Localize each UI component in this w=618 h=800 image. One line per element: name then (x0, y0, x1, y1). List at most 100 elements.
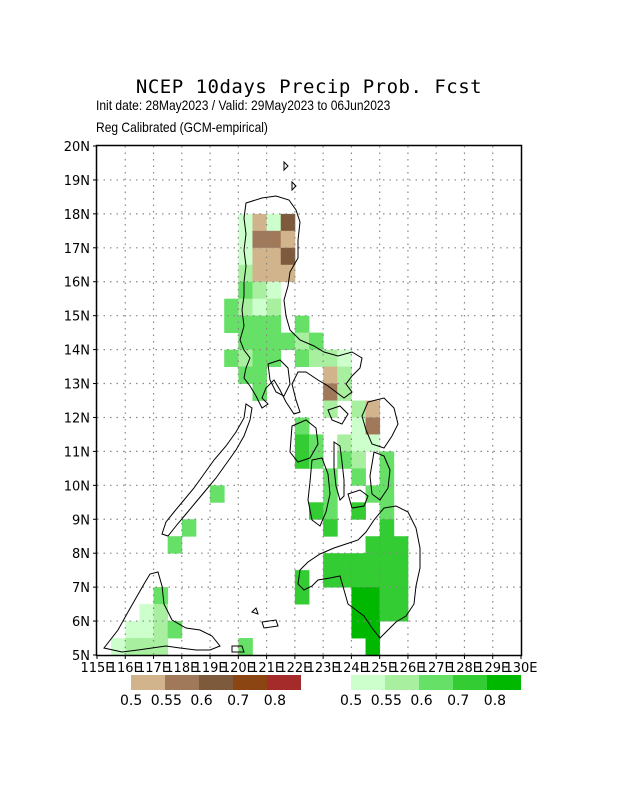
lat-label-10: 10N (64, 479, 90, 494)
lat-label-11: 11N (64, 445, 90, 460)
probability-cell-12 (238, 264, 253, 283)
probability-cell-26 (266, 315, 282, 334)
probability-cell-118 (238, 638, 253, 656)
probability-cell-82 (393, 536, 409, 554)
probability-cell-87 (379, 553, 395, 571)
lon-label-124: 124E (335, 661, 368, 676)
borneo-coastline (103, 571, 221, 653)
probability-cell-57 (337, 434, 352, 452)
probability-cell-66 (351, 468, 366, 486)
samar-coastline (361, 397, 399, 449)
lat-label-12: 12N (64, 411, 90, 426)
legend-dry-label-4: 0.8 (263, 693, 287, 709)
lon-label-127: 127E (420, 661, 453, 676)
probability-cell-114 (111, 638, 126, 656)
mindoro-islet (291, 180, 297, 192)
mindanao-coastline (297, 505, 421, 639)
probability-cell-73 (323, 502, 338, 520)
probability-cell-83 (323, 553, 338, 571)
probability-cell-30 (266, 332, 282, 350)
calibration-line: Reg Calibrated (GCM-empirical) (96, 119, 268, 135)
probability-cell-86 (365, 553, 381, 571)
map-frame (95, 144, 523, 657)
init-valid-line: Init date: 28May2023 / Valid: 29May2023 … (96, 97, 391, 113)
probability-cell-3 (280, 213, 296, 232)
probability-cell-99 (365, 587, 381, 605)
legend-wet-swatch-2 (419, 675, 453, 690)
probability-cell-63 (351, 451, 366, 469)
probability-cell-89 (294, 570, 310, 588)
probability-cell-84 (337, 553, 352, 571)
probability-cell-64 (379, 451, 395, 469)
probability-cell-112 (351, 621, 366, 639)
legend-wet-swatch-4 (487, 675, 521, 690)
legend-dry-label-1: 0.55 (150, 693, 182, 709)
probability-cell-47 (323, 383, 338, 401)
probability-cell-67 (379, 468, 395, 486)
probability-cell-37 (266, 349, 282, 367)
probability-cell-13 (252, 264, 267, 283)
probability-cell-56 (309, 434, 324, 452)
probability-cell-44 (323, 366, 338, 384)
probability-cell-78 (379, 519, 395, 537)
cuyo-islet (251, 607, 259, 615)
luzon-coastline (239, 195, 363, 415)
legend-dry-labels: 0.5 0.55 0.6 0.7 0.8 (120, 693, 286, 709)
probability-cell-24 (238, 315, 253, 334)
probability-cell-98 (351, 587, 366, 605)
sulu-islet-2 (231, 645, 245, 653)
probability-cell-29 (252, 332, 267, 350)
probability-cell-80 (365, 536, 381, 554)
lon-label-120: 120E (222, 661, 255, 676)
lat-label-7: 7N (72, 581, 90, 596)
coastline (103, 160, 421, 653)
probability-cell-101 (393, 587, 409, 605)
lon-label-130: 130E (504, 661, 537, 676)
leyte-coastline (369, 451, 391, 501)
palawan-coastline (161, 403, 253, 537)
probability-cell-79 (167, 536, 183, 554)
probability-cell-55 (294, 434, 310, 452)
probability-cell-40 (323, 349, 338, 367)
probability-cell-111 (167, 621, 183, 639)
probability-cell-23 (224, 315, 239, 334)
negros-coastline (307, 457, 331, 527)
lat-label-16: 16N (64, 276, 90, 291)
legend-wet-swatch-3 (453, 675, 487, 690)
lat-label-5: 5N (72, 649, 90, 664)
probability-cell-61 (309, 451, 324, 469)
probability-cell-58 (351, 434, 366, 452)
probability-cell-8 (238, 247, 253, 266)
probability-cell-35 (238, 349, 253, 367)
legend-wet-swatch-1 (385, 675, 419, 690)
grid-lines (97, 146, 521, 655)
legend-dry-swatch-3 (233, 675, 267, 690)
probability-cells (111, 213, 409, 656)
probability-cell-19 (224, 298, 239, 317)
legend (131, 675, 521, 690)
probability-cell-105 (365, 604, 381, 622)
probability-cell-68 (210, 485, 225, 503)
lon-label-116: 116E (109, 661, 142, 676)
probability-cell-104 (351, 604, 366, 622)
probability-cell-11 (280, 247, 296, 266)
lat-label-19: 19N (64, 174, 90, 189)
lat-label-13: 13N (64, 378, 90, 393)
lon-label-123: 123E (307, 661, 340, 676)
probability-cell-62 (337, 451, 352, 469)
probability-cell-74 (351, 502, 366, 520)
probability-cell-39 (309, 349, 324, 367)
lat-label-14: 14N (64, 344, 90, 359)
probability-cell-36 (252, 349, 267, 367)
probability-cell-115 (125, 638, 140, 656)
lat-label-6: 6N (72, 615, 90, 630)
probability-cell-94 (379, 570, 395, 588)
bohol-coastline (347, 489, 369, 509)
legend-wet-label-1: 0.55 (370, 693, 402, 709)
probability-cell-21 (252, 298, 267, 317)
lon-label-121: 121E (250, 661, 283, 676)
probability-cell-43 (252, 366, 267, 384)
probability-cell-6 (266, 230, 282, 249)
legend-wet-swatch-0 (351, 675, 385, 690)
